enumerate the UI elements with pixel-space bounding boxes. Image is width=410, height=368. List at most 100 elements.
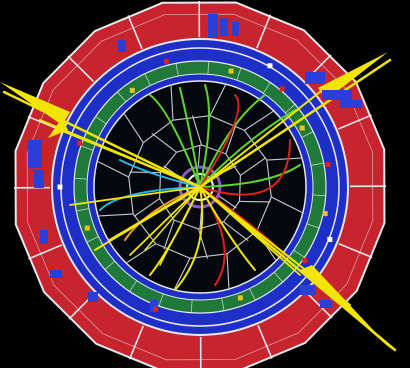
- particle-track: [149, 94, 201, 188]
- green-segment-divider: [190, 299, 193, 313]
- green-segment-divider: [301, 131, 314, 138]
- calorimeter-divider: [257, 325, 273, 359]
- particle-track: [199, 139, 291, 196]
- ring-hit: [302, 257, 308, 263]
- particle-track: [199, 84, 210, 188]
- calorimeter-hit: [88, 292, 98, 302]
- ring-hit: [237, 295, 243, 301]
- drift-chamber-cells: [97, 84, 303, 290]
- jet-track: [199, 186, 301, 276]
- green-segment-divider: [262, 82, 271, 94]
- green-segment-divider: [249, 288, 256, 301]
- calorimeter-hit: [300, 285, 316, 295]
- chamber-cell-wall: [129, 171, 161, 174]
- ring-hit: [322, 211, 328, 217]
- chamber-cell-wall: [223, 221, 249, 241]
- ring-hit: [299, 125, 305, 131]
- green-segment-divider: [117, 91, 127, 102]
- energy-wedge: [318, 52, 388, 100]
- jet-track: [144, 186, 201, 251]
- green-segment-divider: [312, 194, 326, 197]
- ring-hit: [267, 63, 273, 69]
- chamber-cell-wall: [126, 243, 156, 263]
- jet-track: [198, 58, 392, 189]
- green-ring-segments: [74, 61, 326, 313]
- green-segment-divider: [306, 223, 320, 229]
- green-segment-divider: [74, 177, 88, 180]
- ring-hit-markers: [57, 58, 333, 312]
- particle-track: [124, 186, 201, 241]
- chamber-cell-wall: [170, 86, 174, 121]
- particle-track: [174, 186, 204, 291]
- calorimeter-hit: [322, 90, 352, 100]
- particle-track: [199, 94, 240, 188]
- calorimeter-inner-outline: [26, 13, 374, 361]
- green-segment-divider: [221, 297, 225, 311]
- particle-track: [99, 186, 201, 211]
- energy-wedge: [300, 265, 392, 350]
- chamber-cell-wall: [239, 200, 271, 203]
- chamber-cell-wall: [217, 194, 237, 209]
- particle-track: [179, 87, 201, 188]
- chamber-cell-wall: [244, 111, 274, 131]
- calorimeter-hits: [28, 14, 362, 312]
- chamber-cell-wall: [226, 253, 230, 288]
- green-segment-divider: [129, 280, 138, 292]
- calorimeter-hit: [150, 300, 158, 312]
- calorimeter-divider: [128, 325, 144, 360]
- calorimeter-hit: [40, 230, 48, 244]
- ring-hit: [163, 58, 169, 64]
- chamber-cell-wall: [266, 157, 301, 161]
- chamber-cell-wall: [151, 133, 177, 153]
- calorimeter-divider: [28, 244, 62, 260]
- calorimeter-divider: [338, 114, 372, 130]
- calorimeter-hit: [208, 14, 218, 38]
- jet-track: [199, 79, 336, 188]
- calorimeter-divider: [305, 292, 333, 319]
- jet-track: [159, 186, 201, 266]
- particle-track: [199, 109, 296, 188]
- chamber-cell-wall: [99, 213, 134, 217]
- chamber-cell-wall: [133, 198, 160, 217]
- jet-track: [129, 186, 201, 256]
- chamber-cell-wall: [271, 196, 303, 213]
- calorimeter-hit: [118, 40, 126, 52]
- calorimeter-hit: [305, 72, 325, 84]
- green-segment-divider: [76, 208, 90, 212]
- calorimeter-hit: [232, 22, 239, 36]
- jet-track: [59, 129, 201, 188]
- energy-deposits: [0, 52, 392, 350]
- jet-track: [69, 186, 201, 206]
- calorimeter-hit: [320, 300, 332, 308]
- particle-track: [199, 186, 256, 271]
- ring-hit: [84, 225, 90, 231]
- calorimeter-divider: [256, 14, 272, 49]
- calorimeter-divider: [67, 55, 95, 82]
- ring-hit: [279, 86, 285, 92]
- green-segment-divider: [236, 67, 242, 81]
- ring-hit: [153, 306, 159, 312]
- calorimeter-hit: [50, 270, 62, 278]
- green-segment-divider: [285, 104, 296, 114]
- ring-hit: [77, 140, 83, 146]
- chamber-cell-wall: [124, 113, 144, 143]
- green-segment-divider: [95, 116, 107, 125]
- chamber-cell-wall: [174, 258, 191, 290]
- ring-hit: [57, 184, 63, 190]
- green-segment-divider: [310, 162, 324, 166]
- chamber-cell-wall: [163, 219, 175, 250]
- green-segment-divider: [104, 260, 115, 270]
- calorimeter-divider: [338, 243, 373, 259]
- calorimeter-hit: [220, 18, 228, 36]
- chamber-cell-wall: [240, 157, 267, 176]
- ring-hit: [327, 236, 333, 242]
- ring-hit: [129, 87, 135, 93]
- calorimeter-hit: [34, 170, 44, 188]
- chamber-cell-wall: [197, 144, 201, 168]
- green-segment-divider: [273, 272, 283, 283]
- green-segment-divider: [80, 145, 94, 151]
- green-segment-divider: [175, 63, 179, 77]
- chamber-cell-wall: [191, 115, 202, 146]
- chamber-cell-wall: [97, 161, 129, 178]
